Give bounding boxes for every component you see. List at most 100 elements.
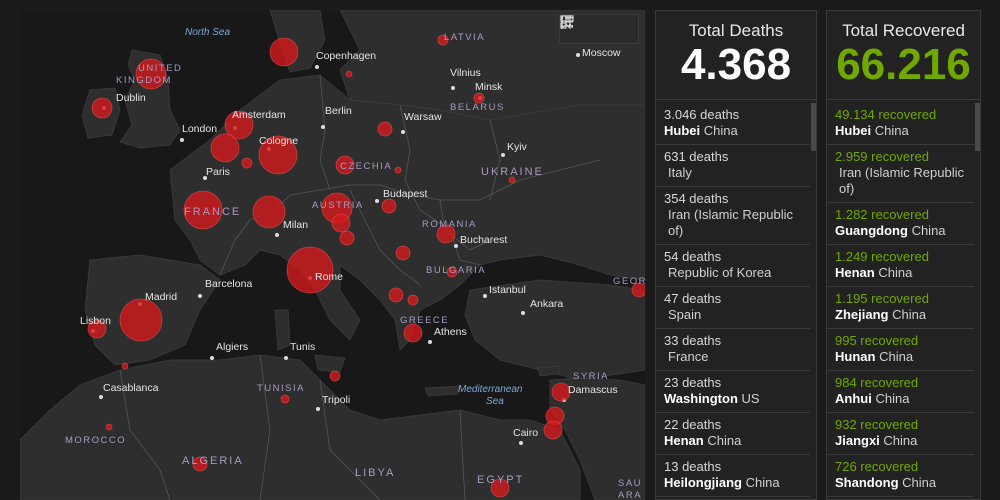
item-place: Heilongjiang xyxy=(664,475,742,490)
map-view[interactable]: North Sea Mediterranean Sea UNITED KINGD… xyxy=(20,10,645,500)
list-item[interactable]: 22 deaths Henan China xyxy=(656,413,810,455)
bubble[interactable] xyxy=(135,58,167,90)
bubble[interactable] xyxy=(258,135,298,175)
item-place: Hubei xyxy=(664,123,701,138)
bubble[interactable] xyxy=(252,195,286,229)
country-label: KINGDOM xyxy=(116,75,172,86)
bubble[interactable] xyxy=(395,245,411,261)
item-count: 54 deaths xyxy=(664,249,722,264)
city-label: Tunis xyxy=(290,341,315,353)
item-count: 1.282 recovered xyxy=(835,207,929,222)
bubble[interactable] xyxy=(437,34,449,46)
list-item[interactable]: 3.046 deaths Hubei China xyxy=(656,103,810,145)
bubble[interactable] xyxy=(210,133,240,163)
qr-icon[interactable] xyxy=(560,15,638,43)
bubble[interactable] xyxy=(407,294,419,306)
bubble[interactable] xyxy=(508,176,516,184)
bubble[interactable] xyxy=(381,198,397,214)
bubble[interactable] xyxy=(388,287,404,303)
bubble[interactable] xyxy=(331,213,351,233)
country-label: BELARUS xyxy=(450,102,505,113)
map-toolbar xyxy=(559,14,639,44)
bubble[interactable] xyxy=(87,319,107,339)
item-country: Iran (Islamic Republic of) xyxy=(839,165,964,196)
list-item[interactable]: 2.959 recovered Iran (Islamic Republic of… xyxy=(827,145,974,203)
bubble[interactable] xyxy=(473,92,485,104)
bubble[interactable] xyxy=(280,394,290,404)
item-location: Spain xyxy=(664,307,802,323)
list-item[interactable]: 631 deaths Italy xyxy=(656,145,810,187)
country-label: MOROCCO xyxy=(65,435,126,446)
bubble[interactable] xyxy=(241,157,253,169)
item-country: France xyxy=(668,349,709,364)
bubble[interactable] xyxy=(446,266,458,278)
item-count: 13 deaths xyxy=(664,459,722,474)
bubble[interactable] xyxy=(286,246,334,294)
item-location: Zhejiang China xyxy=(835,307,966,323)
city-label: Cairo xyxy=(513,427,538,439)
city-label: Bucharest xyxy=(460,234,507,246)
item-count: 1.249 recovered xyxy=(835,249,929,264)
item-location: Henan China xyxy=(835,265,966,281)
item-count: 2.959 recovered xyxy=(835,149,929,164)
list-item[interactable]: 1.282 recovered Guangdong China xyxy=(827,203,974,245)
item-country: Republic of Korea xyxy=(668,265,772,280)
list-item[interactable]: 984 recovered Anhui China xyxy=(827,371,974,413)
item-country: China xyxy=(911,223,946,238)
bubble[interactable] xyxy=(119,298,163,342)
country-label: GEOR xyxy=(613,276,645,287)
list-item[interactable]: 1.249 recovered Henan China xyxy=(827,245,974,287)
deaths-count: 4.368 xyxy=(680,40,792,89)
item-location: Iran (Islamic Republic of) xyxy=(664,207,802,239)
bubble[interactable] xyxy=(335,155,355,175)
item-place: Hubei xyxy=(835,123,872,138)
bubble[interactable] xyxy=(377,121,393,137)
item-place: Jiangxi xyxy=(835,433,880,448)
item-count: 33 deaths xyxy=(664,333,722,348)
deaths-header: Total Deaths 4.368 xyxy=(656,11,816,100)
list-item[interactable]: 932 recovered Jiangxi China xyxy=(827,413,974,455)
list-item[interactable]: 47 deaths Spain xyxy=(656,287,810,329)
bubble[interactable] xyxy=(394,166,402,174)
bubble[interactable] xyxy=(631,282,645,298)
bubble[interactable] xyxy=(329,370,341,382)
bubble[interactable] xyxy=(551,382,571,402)
bubble[interactable] xyxy=(105,423,113,431)
item-location: Jiangxi China xyxy=(835,433,966,449)
bubble[interactable] xyxy=(192,456,208,472)
bubble[interactable] xyxy=(490,478,510,498)
list-item[interactable]: 726 recovered Shandong China xyxy=(827,455,974,497)
list-item[interactable]: 23 deaths Washington US xyxy=(656,371,810,413)
list-item[interactable]: 995 recovered Hunan China xyxy=(827,329,974,371)
item-count: 47 deaths xyxy=(664,291,722,306)
list-item[interactable]: 1.195 recovered Zhejiang China xyxy=(827,287,974,329)
bubble[interactable] xyxy=(91,97,113,119)
item-country: China xyxy=(879,349,914,364)
bubble[interactable] xyxy=(121,362,129,370)
city-label: Algiers xyxy=(216,341,248,353)
recovered-list[interactable]: 49.134 recovered Hubei China 2.959 recover… xyxy=(827,103,974,499)
deaths-scrollbar[interactable] xyxy=(811,103,816,151)
bubble[interactable] xyxy=(339,230,355,246)
bubble[interactable] xyxy=(269,37,299,67)
city-label: Ankara xyxy=(530,298,563,310)
item-location: Shandong China xyxy=(835,475,966,491)
list-item[interactable]: 54 deaths Republic of Korea xyxy=(656,245,810,287)
deaths-list[interactable]: 3.046 deaths Hubei China 631 deaths Italy 35… xyxy=(656,103,810,499)
list-item[interactable]: 49.134 recovered Hubei China xyxy=(827,103,974,145)
case-bubbles xyxy=(87,34,645,498)
bubble[interactable] xyxy=(543,420,563,440)
bubble[interactable] xyxy=(403,323,423,343)
map-canvas[interactable]: North Sea Mediterranean Sea UNITED KINGD… xyxy=(20,10,645,500)
sea-label: Sea xyxy=(486,396,504,407)
list-item[interactable]: 13 deaths Heilongjiang China xyxy=(656,455,810,497)
bubble[interactable] xyxy=(183,190,223,230)
bubble[interactable] xyxy=(224,110,254,140)
list-item[interactable]: 354 deaths Iran (Islamic Republic of) xyxy=(656,187,810,245)
city-label: Lisbon xyxy=(80,315,111,327)
recovered-scrollbar[interactable] xyxy=(975,103,980,151)
bubble[interactable] xyxy=(345,70,353,78)
list-icon[interactable] xyxy=(561,15,612,43)
list-item[interactable]: 33 deaths France xyxy=(656,329,810,371)
bubble[interactable] xyxy=(436,224,456,244)
